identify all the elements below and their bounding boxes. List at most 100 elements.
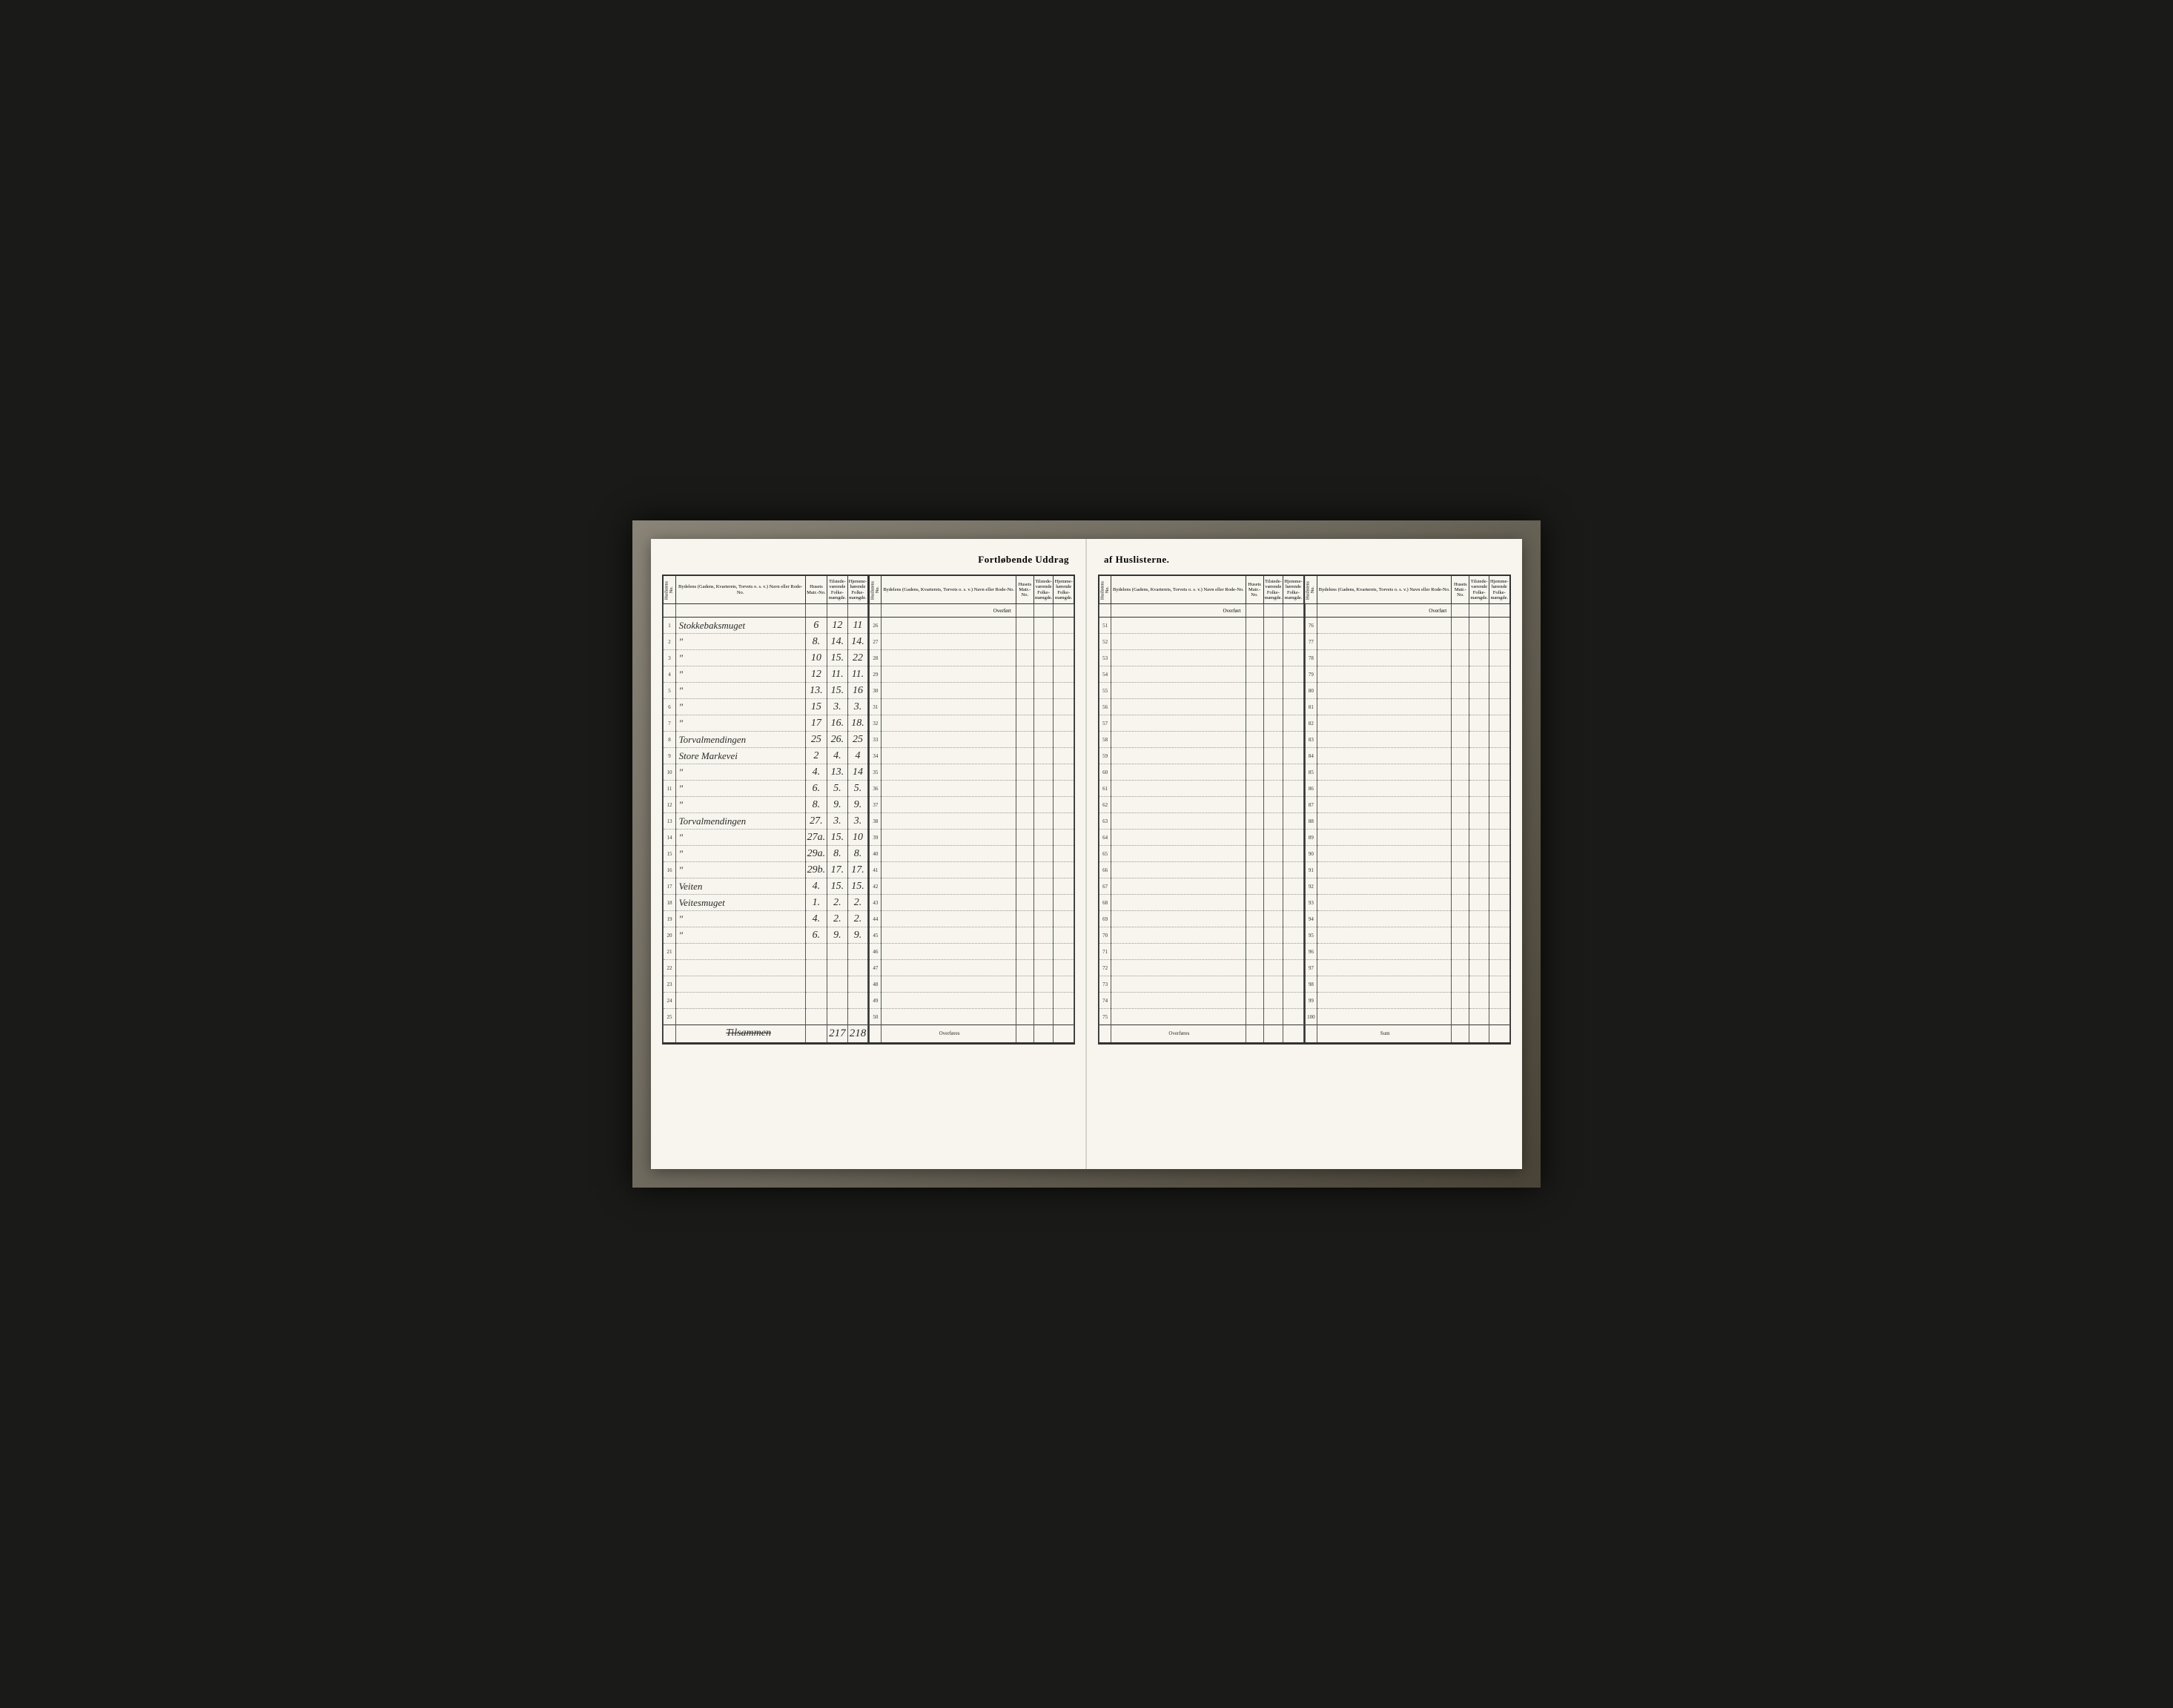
tilstede-cell	[1263, 846, 1283, 862]
tilstede-cell	[1469, 781, 1489, 797]
row-number: 48	[870, 976, 882, 993]
table-row: 2 " 8. 14. 14.	[664, 634, 868, 650]
row-number: 37	[870, 797, 882, 813]
tilstede-cell: 15.	[827, 878, 848, 895]
tilstede-cell	[1469, 927, 1489, 944]
tilstede-cell	[1033, 993, 1054, 1009]
hjemme-cell	[1283, 683, 1304, 699]
row-number: 71	[1099, 944, 1111, 960]
matr-cell	[1452, 813, 1469, 830]
col-hjemme: Hjemme-hørende Folke-mængde.	[1283, 576, 1304, 604]
hjemme-cell	[847, 944, 868, 960]
col-hjemme: Hjemme-hørende Folke-mængde.	[1489, 576, 1510, 604]
tilstede-cell	[1033, 927, 1054, 944]
matr-cell	[1246, 830, 1263, 846]
street-cell	[1111, 764, 1246, 781]
street-cell: "	[675, 797, 805, 813]
table-row: 74	[1099, 993, 1304, 1009]
street-cell	[1111, 666, 1246, 683]
matr-cell	[1016, 715, 1033, 732]
page-title-left: Fortløbende Uddrag	[662, 554, 1075, 566]
tilstede-cell: 16.	[827, 715, 848, 732]
row-number: 14	[664, 830, 675, 846]
street-cell	[882, 764, 1016, 781]
hjemme-cell	[1283, 830, 1304, 846]
matr-cell: 27a.	[805, 830, 827, 846]
hjemme-cell: 11	[847, 618, 868, 634]
matr-cell	[1016, 797, 1033, 813]
table-row: 93	[1305, 895, 1509, 911]
matr-cell	[1452, 960, 1469, 976]
street-cell	[1317, 650, 1451, 666]
table-row: 13 Torvalmendingen 27. 3. 3.	[664, 813, 868, 830]
tilstede-cell	[1469, 650, 1489, 666]
table-row: 67	[1099, 878, 1304, 895]
hjemme-cell	[1054, 830, 1074, 846]
tilstede-cell	[1469, 944, 1489, 960]
matr-cell	[1246, 781, 1263, 797]
street-cell	[1111, 813, 1246, 830]
hjemme-cell	[847, 960, 868, 976]
row-number: 70	[1099, 927, 1111, 944]
matr-cell: 17	[805, 715, 827, 732]
hjemme-cell	[1283, 927, 1304, 944]
hjemme-cell	[1283, 960, 1304, 976]
row-number: 75	[1099, 1009, 1111, 1025]
ledger-block-2: Huslistens No. Bydelens (Gadens, Kvarter…	[869, 575, 1075, 1045]
street-cell	[882, 781, 1016, 797]
tilstede-cell	[1263, 797, 1283, 813]
hjemme-cell: 16	[847, 683, 868, 699]
col-hjemme: Hjemme-hørende Folke-mængde.	[1054, 576, 1074, 604]
row-number: 96	[1305, 944, 1317, 960]
footer-row: Overføres	[1099, 1025, 1304, 1043]
footer-row: Sum	[1305, 1025, 1509, 1043]
street-cell	[1317, 797, 1451, 813]
matr-cell	[1452, 650, 1469, 666]
tilstede-cell: 26.	[827, 732, 848, 748]
table-row: 21	[664, 944, 868, 960]
matr-cell	[1246, 813, 1263, 830]
hjemme-cell	[1054, 797, 1074, 813]
tilstede-cell	[1469, 748, 1489, 764]
hjemme-cell	[1283, 666, 1304, 683]
table-row: 24	[664, 993, 868, 1009]
matr-cell	[1452, 830, 1469, 846]
table-row: 100	[1305, 1009, 1509, 1025]
table-row: 90	[1305, 846, 1509, 862]
col-husets: Husets Matr.-No.	[1452, 576, 1469, 604]
tilstede-cell: 14.	[827, 634, 848, 650]
table-row: 92	[1305, 878, 1509, 895]
street-cell	[1111, 748, 1246, 764]
hjemme-cell	[847, 993, 868, 1009]
table-row: 19 " 4. 2. 2.	[664, 911, 868, 927]
table-row: 3 " 10 15. 22	[664, 650, 868, 666]
matr-cell	[1016, 911, 1033, 927]
street-cell: "	[675, 764, 805, 781]
ledger-block-3: Huslistens No. Bydelens (Gadens, Kvarter…	[1098, 575, 1305, 1045]
row-number: 85	[1305, 764, 1317, 781]
col-huslistens: Huslistens No.	[870, 576, 882, 604]
left-ledger: Huslistens No. Bydelens (Gadens, Kvarter…	[662, 575, 1075, 1045]
matr-cell	[1452, 895, 1469, 911]
tilsammen-label: Tilsammen	[675, 1025, 805, 1043]
street-cell	[882, 927, 1016, 944]
hjemme-cell	[1054, 618, 1074, 634]
table-row: 40	[870, 846, 1074, 862]
matr-cell	[1452, 993, 1469, 1009]
street-cell	[1111, 797, 1246, 813]
table-row: 53	[1099, 650, 1304, 666]
col-bydelens: Bydelens (Gadens, Kvarterets, Torvets o.…	[882, 576, 1016, 604]
hjemme-cell	[1054, 813, 1074, 830]
row-number: 72	[1099, 960, 1111, 976]
matr-cell	[805, 960, 827, 976]
row-number: 36	[870, 781, 882, 797]
hjemme-cell: 5.	[847, 781, 868, 797]
matr-cell	[1246, 683, 1263, 699]
tilstede-cell	[1263, 715, 1283, 732]
street-cell	[882, 813, 1016, 830]
tilstede-cell	[1033, 650, 1054, 666]
row-number: 99	[1305, 993, 1317, 1009]
street-cell	[1111, 1009, 1246, 1025]
street-cell	[1111, 715, 1246, 732]
row-number: 80	[1305, 683, 1317, 699]
